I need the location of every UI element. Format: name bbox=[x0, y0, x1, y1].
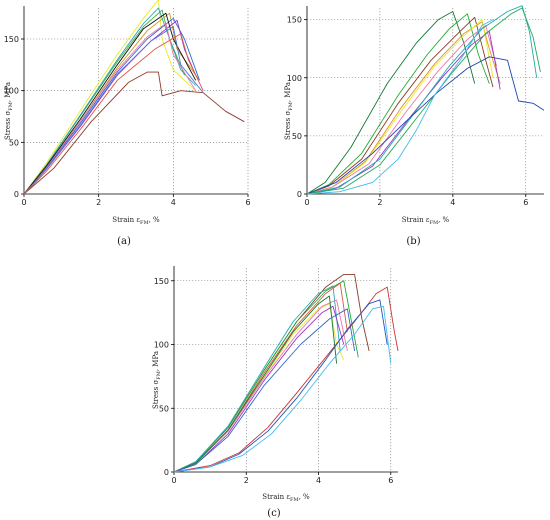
series-line-11 bbox=[173, 299, 388, 473]
series-line-10 bbox=[23, 26, 204, 195]
y-tick-label: 100 bbox=[4, 87, 19, 96]
panel-c: 0 2 4 6 0 50 100 150 Strain εFM, % Stress σFM, MP… bbox=[152, 266, 399, 519]
y-tick-label: 100 bbox=[154, 341, 169, 350]
series-line-4 bbox=[173, 285, 341, 473]
y-axis-label: Stress σFM, MPa bbox=[152, 351, 162, 409]
series-line-2 bbox=[306, 13, 490, 195]
y-tick-label: 150 bbox=[154, 277, 169, 286]
series-line-4 bbox=[23, 7, 197, 195]
series-line-1 bbox=[173, 273, 370, 473]
y-axis-label: Stress σFM, MPa bbox=[284, 82, 294, 140]
series-line-11 bbox=[306, 19, 494, 195]
series-line-3 bbox=[306, 16, 494, 195]
y-tick-label: 150 bbox=[287, 16, 302, 25]
series-line-11 bbox=[23, 33, 204, 195]
series-line-10 bbox=[306, 56, 545, 195]
series-line-9 bbox=[306, 7, 541, 195]
series-line-5 bbox=[23, 17, 200, 195]
x-tick-label: 6 bbox=[388, 476, 393, 485]
y-axis-label: Stress σFM, MPa bbox=[4, 82, 14, 140]
series-line-9 bbox=[23, 71, 245, 195]
series-line-5 bbox=[306, 19, 494, 195]
series-line-6 bbox=[306, 24, 498, 195]
x-tick-label: 4 bbox=[171, 198, 176, 207]
panel-a: 0 2 4 6 0 50 100 150 Strain εFM, % Stress σFM, MP… bbox=[4, 0, 251, 247]
series-line-10 bbox=[173, 286, 399, 473]
series-line-7 bbox=[23, 23, 197, 195]
x-tick-label: 2 bbox=[377, 198, 382, 207]
panel-label: (b) bbox=[406, 236, 420, 247]
series-line-8 bbox=[23, 12, 197, 195]
y-tick-label: 50 bbox=[292, 132, 302, 141]
y-tick-label: 50 bbox=[159, 404, 169, 413]
series-line-12 bbox=[173, 305, 392, 473]
y-tick-label: 100 bbox=[287, 74, 302, 83]
y-tick-label: 0 bbox=[164, 468, 169, 477]
x-tick-label: 2 bbox=[244, 476, 249, 485]
series-line-9 bbox=[173, 308, 356, 473]
series-line-1 bbox=[23, 0, 197, 195]
x-tick-label: 0 bbox=[21, 198, 26, 207]
x-tick-label: 0 bbox=[171, 476, 176, 485]
series-line-7 bbox=[173, 295, 338, 473]
panel-label: (a) bbox=[117, 236, 131, 247]
x-axis-label: Strain εFM, % bbox=[262, 493, 310, 503]
y-tick-label: 50 bbox=[9, 138, 19, 147]
series-line-3 bbox=[173, 282, 348, 473]
series-line-6 bbox=[23, 19, 197, 195]
x-tick-label: 4 bbox=[450, 198, 455, 207]
x-axis-label: Strain εFM, % bbox=[402, 216, 450, 226]
y-tick-label: 0 bbox=[297, 190, 302, 199]
x-axis-label: Strain εFM, % bbox=[112, 216, 160, 226]
series-line-7 bbox=[306, 30, 501, 195]
series-line-1 bbox=[306, 11, 476, 195]
panel-label: (c) bbox=[267, 508, 281, 519]
x-tick-label: 6 bbox=[245, 198, 250, 207]
panel-b: 0 2 4 6 0 50 100 150 Strain εFM, % Stress σFM, MP… bbox=[284, 5, 545, 247]
y-tick-label: 0 bbox=[14, 190, 19, 199]
x-tick-label: 4 bbox=[316, 476, 321, 485]
x-tick-label: 6 bbox=[523, 198, 528, 207]
y-tick-label: 150 bbox=[4, 35, 19, 44]
series-line-8 bbox=[306, 5, 538, 195]
x-tick-label: 2 bbox=[96, 198, 101, 207]
x-tick-label: 0 bbox=[304, 198, 309, 207]
